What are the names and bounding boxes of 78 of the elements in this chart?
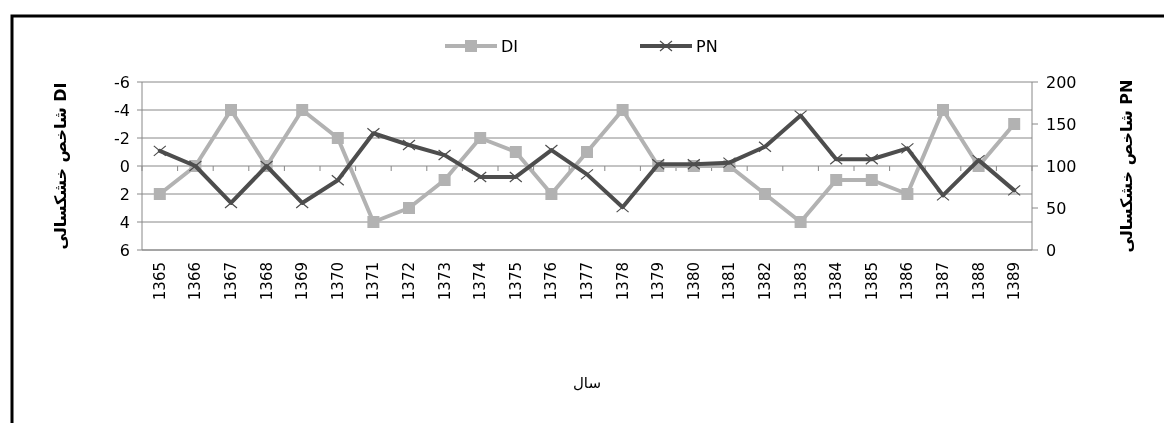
point (936, 189, 950, 201)
point (937, 104, 949, 116)
point (581, 146, 593, 158)
y2-tick-label: 150 (1046, 115, 1077, 134)
point (830, 174, 843, 186)
x-tick-label: 1365 (150, 262, 169, 301)
x-tick-label: 1374 (471, 262, 490, 301)
legend-label: PN (696, 37, 718, 56)
y-tick-label: 4 (119, 213, 130, 232)
point (1007, 184, 1021, 196)
x-tick-label: 1370 (328, 262, 347, 301)
point (616, 104, 629, 116)
point (331, 132, 344, 144)
x-tick-label: 1385 (862, 262, 881, 301)
point (1008, 118, 1021, 130)
point (509, 171, 523, 183)
x-tick-label: 1367 (222, 262, 240, 301)
y-tick-label: 2 (119, 185, 130, 204)
legend-label: DI (501, 37, 519, 56)
x-tick-label: 1383 (791, 262, 810, 301)
point (473, 171, 487, 183)
point (403, 202, 415, 214)
point (367, 216, 380, 228)
x-tick-label: 1378 (613, 262, 632, 301)
x-tick-label: 1384 (827, 262, 846, 301)
point (366, 127, 380, 139)
point (865, 174, 878, 186)
x-tick-label: 1389 (1005, 262, 1024, 301)
point (865, 153, 879, 165)
point (900, 142, 914, 154)
y-axis-title: شاخص خشکسالی DI (51, 82, 70, 250)
x-tick-label: 1388 (969, 262, 988, 301)
y2-axis-title: شاخص خشکسالی PN (1117, 79, 1136, 253)
point (901, 188, 914, 200)
x-axis-title: سال (572, 374, 602, 392)
point (580, 168, 594, 180)
x-tick-label: 1376 (542, 262, 561, 301)
x-tick-label: 1381 (720, 262, 739, 301)
x-tick-label: 1368 (257, 262, 276, 301)
point (794, 216, 807, 228)
point (438, 149, 452, 161)
point (759, 188, 771, 200)
point (509, 146, 522, 158)
point (402, 139, 416, 151)
point (296, 104, 309, 116)
point (474, 132, 487, 144)
x-tick-label: 1380 (684, 262, 703, 301)
x-tick-label: 1382 (756, 262, 774, 301)
x-tick-label: 1386 (898, 262, 917, 301)
x-tick-label: 1366 (186, 262, 205, 301)
point (758, 141, 772, 153)
x-tick-label: 1379 (649, 262, 668, 301)
point (153, 188, 166, 200)
y2-tick-label: 50 (1046, 199, 1067, 218)
y2-tick-label: 200 (1046, 73, 1077, 92)
y-tick-label: 6 (119, 241, 130, 260)
x-tick-label: 1372 (400, 262, 418, 301)
y-tick-label: -6 (114, 73, 130, 92)
x-tick-label: 1387 (934, 262, 952, 301)
x-tick-label: 1375 (506, 262, 525, 301)
x-tick-label: 1371 (364, 262, 383, 301)
y-tick-label: -2 (114, 129, 130, 148)
y-tick-label: -4 (114, 101, 130, 120)
point (153, 145, 167, 157)
point (331, 174, 345, 186)
x-tick-label: 1377 (578, 262, 596, 301)
point (295, 197, 309, 209)
point (438, 174, 451, 186)
x-tick-label: 1369 (293, 262, 312, 301)
point (225, 104, 237, 116)
y2-tick-label: 0 (1046, 241, 1057, 260)
point (616, 201, 630, 213)
point (545, 188, 558, 200)
y2-tick-label: 100 (1046, 157, 1077, 176)
point (794, 110, 808, 122)
y-tick-label: 0 (119, 157, 130, 176)
point (829, 153, 843, 165)
x-tick-label: 1373 (435, 262, 454, 301)
